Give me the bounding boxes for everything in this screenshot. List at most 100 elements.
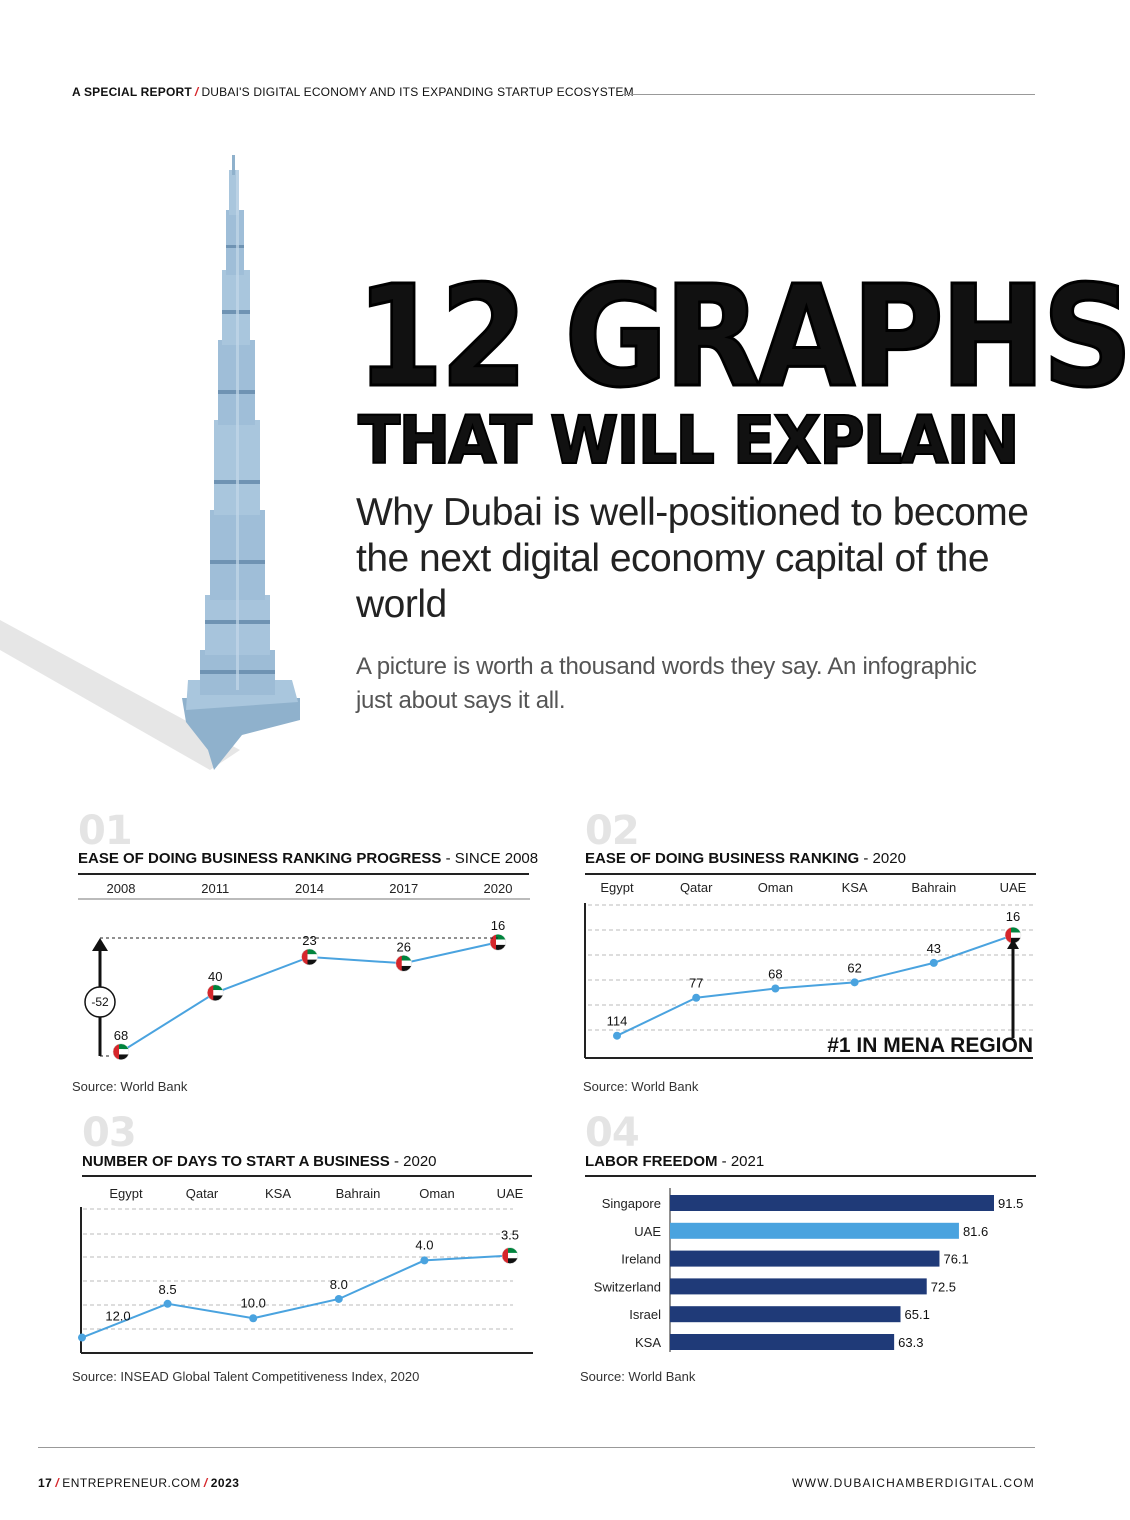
data-label: 10.0 [241, 1295, 266, 1310]
chart-title-03-sub: - 2020 [393, 1153, 437, 1170]
category-label: Qatar [186, 1186, 219, 1201]
category-label: Oman [419, 1186, 454, 1201]
chart-title-04-main: LABOR FREEDOM [585, 1153, 718, 1170]
data-label: 91.5 [998, 1196, 1023, 1211]
data-label: 12.0 [105, 1309, 130, 1324]
data-point [78, 1333, 86, 1342]
uae-flag-marker [489, 933, 507, 951]
chart-03-plot: Egypt Qatar KSA Bahrain Oman UAE 12.0 8.5 10.0 8.… [78, 1186, 533, 1354]
data-point [163, 1299, 172, 1308]
chart-title-01-main: EASE OF DOING BUSINESS RANKING PROGRESS [78, 850, 442, 867]
page-number: 17 [38, 1476, 53, 1490]
data-label: 77 [689, 976, 703, 991]
chart-04-plot: Singapore 91.5 UAE 81.6 Ireland 76.1 Switzerla… [594, 1188, 1023, 1352]
slash-divider: / [55, 1476, 60, 1490]
data-label: 62 [847, 960, 861, 975]
headline-subtitle: Why Dubai is well-positioned to become t… [356, 491, 1029, 626]
data-point [334, 1294, 343, 1303]
category-label: Bahrain [911, 880, 956, 895]
category-label: Bahrain [336, 1186, 381, 1201]
uae-flag-marker [501, 1247, 519, 1264]
chart-title-03-main: NUMBER OF DAYS TO START A BUSINESS [82, 1153, 390, 1170]
data-label: 114 [607, 1014, 628, 1029]
data-point [929, 958, 938, 967]
category-label: 2020 [484, 881, 513, 896]
chart-source-04: Source: World Bank [580, 1369, 696, 1384]
slash-divider: / [203, 1476, 208, 1490]
header-kicker: A SPECIAL REPORT [72, 85, 192, 99]
data-label: 16 [1006, 909, 1020, 924]
data-label: 81.6 [963, 1224, 988, 1239]
category-label: UAE [1000, 880, 1027, 895]
uae-flag-marker [207, 984, 224, 1002]
chart-02-plot: Egypt Qatar Oman KSA Bahrain UAE 114 77 68 62 43 16… [584, 880, 1033, 1059]
data-label: 26 [397, 939, 411, 954]
chart-rule-01 [78, 873, 529, 875]
data-label: 4.0 [415, 1237, 433, 1252]
category-label: 2014 [295, 881, 324, 896]
running-header: A SPECIAL REPORT / DUBAI'S DIGITAL ECONOMY… [72, 85, 634, 99]
bar [670, 1195, 994, 1211]
data-point [692, 993, 701, 1002]
data-point [613, 1031, 621, 1040]
chart-rule-03 [82, 1175, 532, 1177]
footer-url: WWW.DUBAICHAMBERDIGITAL.COM [792, 1476, 1035, 1490]
chart-rule-04 [585, 1175, 1036, 1177]
category-label: UAE [634, 1224, 661, 1239]
uae-flag-marker [395, 955, 412, 972]
chart-title-04: LABOR FREEDOM - 2021 [585, 1153, 764, 1170]
category-label: KSA [635, 1335, 661, 1350]
chart-01-plot: 2008 2011 2014 2017 2020 68 40 23 26 16 -52 [78, 881, 530, 1061]
chart-source-03: Source: INSEAD Global Talent Competitive… [72, 1369, 420, 1384]
bar [670, 1250, 940, 1267]
chart-title-02-main: EASE OF DOING BUSINESS RANKING [585, 850, 860, 867]
category-label: Egypt [600, 880, 634, 895]
uae-flag-marker [112, 1043, 130, 1061]
chart-number-02: 02 [585, 808, 640, 854]
chart-title-04-sub: - 2021 [721, 1153, 765, 1170]
category-label: Qatar [680, 880, 713, 895]
chart-number-04: 04 [585, 1110, 640, 1156]
data-label: 68 [114, 1028, 128, 1043]
chart-title-02-sub: - 2020 [863, 850, 906, 867]
category-label: 2017 [389, 881, 418, 896]
chart-number-01: 01 [78, 808, 133, 854]
data-label: 72.5 [931, 1279, 956, 1294]
footer-year: 2023 [210, 1476, 240, 1490]
category-label: UAE [497, 1186, 524, 1201]
category-label: Singapore [602, 1196, 661, 1211]
category-label: Switzerland [594, 1279, 661, 1294]
footer-site: ENTREPRENEUR.COM [62, 1476, 201, 1490]
chart-source-02: Source: World Bank [583, 1079, 699, 1094]
header-rule [622, 94, 1035, 95]
footer-left: 17/ENTREPRENEUR.COM/2023 [38, 1476, 239, 1490]
headline-line-1: 12 GRAPHS [355, 256, 1130, 419]
data-label: 23 [302, 933, 316, 948]
burj-khalifa-illustration [0, 155, 300, 770]
chart-title-01: EASE OF DOING BUSINESS RANKING PROGRESS … [78, 850, 538, 867]
data-label: 8.5 [159, 1282, 177, 1297]
data-label: 8.0 [330, 1277, 348, 1292]
chart-title-02: EASE OF DOING BUSINESS RANKING - 2020 [585, 850, 906, 867]
bar [670, 1306, 901, 1323]
category-label: 2011 [201, 881, 229, 896]
data-point [850, 978, 859, 987]
improvement-arrow-head [92, 938, 108, 951]
data-label: 65.1 [905, 1307, 930, 1322]
data-label: 76.1 [943, 1252, 968, 1267]
callout-text: #1 IN MENA REGION [827, 1034, 1033, 1057]
bar [670, 1222, 959, 1239]
data-label: 16 [491, 918, 505, 933]
category-label: Egypt [109, 1186, 143, 1201]
chart-number-03: 03 [82, 1110, 137, 1156]
data-label: 43 [927, 941, 941, 956]
data-point [420, 1256, 429, 1265]
uae-flag-marker [301, 948, 318, 966]
data-label: 3.5 [501, 1228, 519, 1243]
intro-paragraph: A picture is worth a thousand words they… [356, 653, 977, 714]
series-line [81, 1254, 511, 1339]
footer-rule [38, 1447, 1035, 1448]
category-label: KSA [265, 1186, 291, 1201]
data-label: 68 [768, 967, 782, 982]
data-point [771, 984, 780, 993]
